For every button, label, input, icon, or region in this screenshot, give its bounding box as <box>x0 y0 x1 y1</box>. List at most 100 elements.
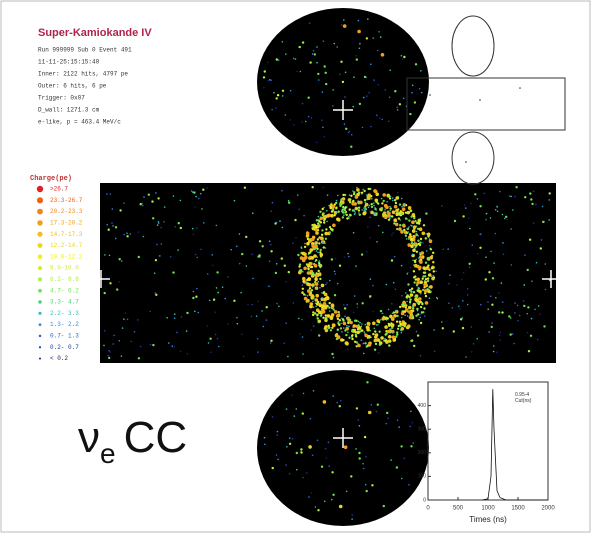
hit <box>194 311 196 313</box>
hit <box>389 69 391 71</box>
hit <box>387 336 389 338</box>
hit <box>414 264 418 268</box>
hit <box>322 212 324 214</box>
hit <box>495 233 497 235</box>
hit <box>356 188 360 192</box>
hit <box>411 315 413 317</box>
hit <box>180 227 182 229</box>
hit <box>395 202 397 204</box>
hit <box>163 221 165 223</box>
hit <box>448 302 450 304</box>
hit <box>293 302 295 304</box>
hit <box>155 192 157 194</box>
barrel <box>100 183 556 363</box>
hit <box>307 268 309 270</box>
hit <box>106 224 108 226</box>
hit <box>240 292 242 294</box>
hit <box>409 299 411 301</box>
hit <box>306 282 310 286</box>
hit <box>314 264 318 268</box>
hit <box>331 313 335 317</box>
hit <box>311 244 315 248</box>
hit <box>393 232 395 234</box>
hit <box>112 343 114 345</box>
hit <box>304 243 306 245</box>
hit <box>355 195 357 197</box>
hit <box>355 55 357 57</box>
hit <box>519 315 521 317</box>
hit <box>369 237 371 239</box>
hit <box>487 308 489 310</box>
hit <box>517 305 519 307</box>
hit <box>272 416 274 418</box>
hit <box>218 292 220 294</box>
hit <box>426 250 428 252</box>
hit <box>321 234 323 236</box>
hit <box>241 253 243 255</box>
hit <box>344 329 346 331</box>
hit <box>354 295 356 297</box>
hit <box>400 445 402 447</box>
hit <box>227 276 229 278</box>
legend-swatch <box>37 197 43 203</box>
hit <box>295 58 297 60</box>
hit <box>366 198 368 200</box>
hit <box>399 321 401 323</box>
hit <box>275 272 277 274</box>
hit <box>359 425 361 427</box>
hit <box>198 198 200 200</box>
hit <box>193 234 195 236</box>
hit <box>275 107 277 109</box>
hit <box>245 236 247 238</box>
hit <box>392 332 394 334</box>
hit <box>331 303 335 307</box>
hit <box>339 73 341 75</box>
hit <box>374 330 376 332</box>
hit <box>432 261 434 263</box>
hit <box>340 198 342 200</box>
legend-swatch <box>38 266 42 270</box>
hit <box>407 324 411 328</box>
hit <box>351 518 353 520</box>
hit <box>391 259 393 261</box>
hit <box>378 352 380 354</box>
hit <box>374 212 376 214</box>
hit <box>309 251 311 253</box>
hit <box>362 127 364 129</box>
hit <box>272 202 274 204</box>
hit <box>388 121 390 123</box>
hit <box>276 97 278 99</box>
hit <box>408 310 412 314</box>
hit <box>410 445 412 447</box>
info-line: Run 999999 Sub 0 Event 491 <box>38 47 132 54</box>
hit <box>198 312 200 314</box>
hit <box>427 280 429 282</box>
hit <box>270 340 272 342</box>
hit <box>419 227 423 231</box>
hit <box>514 312 516 314</box>
legend-swatch <box>38 243 43 248</box>
hit <box>405 235 407 237</box>
hit <box>394 90 396 92</box>
hit <box>468 218 470 220</box>
hit <box>273 92 275 94</box>
hit <box>487 301 489 303</box>
hit <box>285 322 287 324</box>
hit <box>424 315 426 317</box>
hit <box>322 242 324 244</box>
hit <box>403 98 405 100</box>
hit <box>419 280 423 284</box>
hit <box>358 321 360 323</box>
hit <box>302 252 306 256</box>
hit <box>396 466 398 468</box>
hit <box>461 279 463 281</box>
hit <box>312 314 314 316</box>
hit <box>363 468 365 470</box>
hit <box>356 407 358 409</box>
hit <box>365 207 367 209</box>
hit <box>417 290 419 292</box>
hit <box>303 393 305 395</box>
hit <box>160 227 162 229</box>
hit <box>392 197 394 199</box>
hit <box>251 304 253 306</box>
